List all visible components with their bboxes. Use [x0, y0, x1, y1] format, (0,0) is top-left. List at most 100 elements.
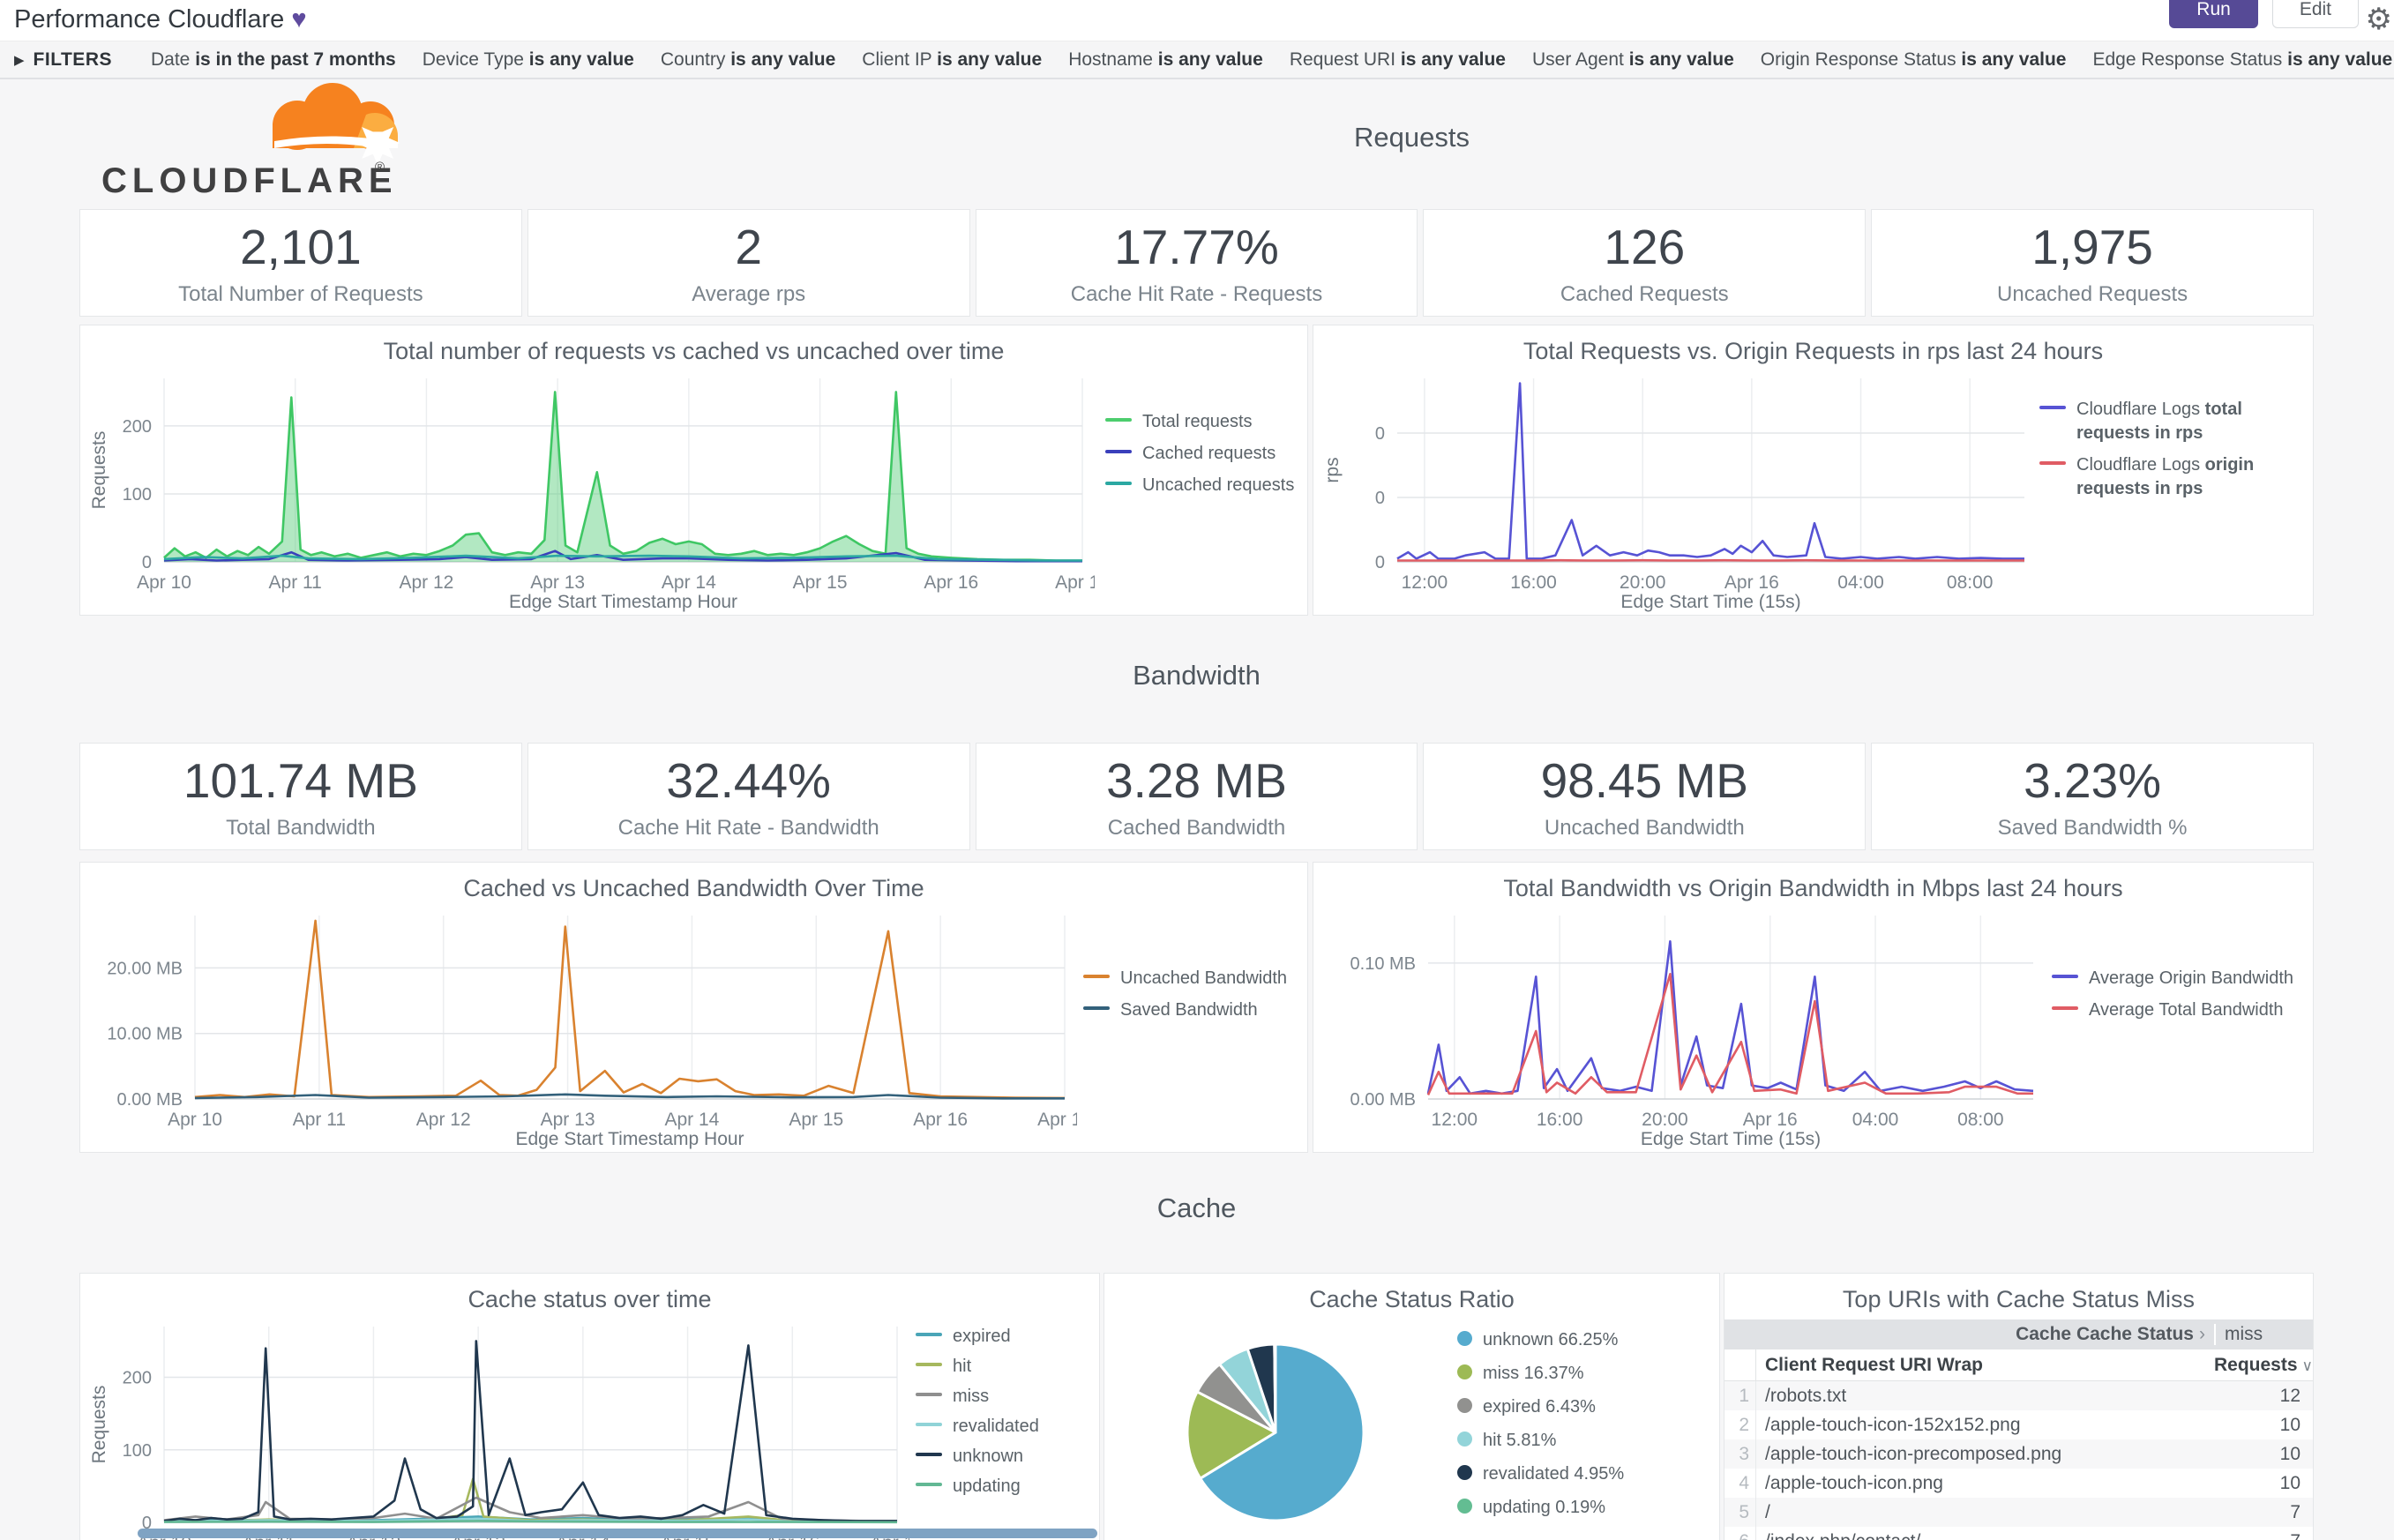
- filter-item-origin-response-status[interactable]: Origin Response Status is any value: [1760, 49, 2067, 70]
- edit-button[interactable]: Edit: [2271, 0, 2359, 28]
- filters-expand-icon[interactable]: ▶: [14, 52, 25, 68]
- uri-cell: /: [1765, 1501, 1770, 1522]
- legend-dot: [1457, 1364, 1472, 1379]
- kpi-tile-cache-hit-rate-requests: 17.77% Cache Hit Rate - Requests: [975, 209, 1418, 317]
- svg-text:Apr 16: Apr 16: [1743, 1110, 1798, 1130]
- filter-item-hostname[interactable]: Hostname is any value: [1068, 49, 1263, 70]
- legend-label: expired 6.43%: [1483, 1397, 1596, 1417]
- legend-item-revalidated[interactable]: revalidated: [916, 1415, 1092, 1439]
- pie-legend-item-revalidated[interactable]: revalidated 4.95%: [1457, 1462, 1713, 1486]
- table-row[interactable]: 4/apple-touch-icon.png 10: [1724, 1469, 2313, 1498]
- legend-label: Average Total Bandwidth: [2089, 1000, 2284, 1020]
- uri-cell: /apple-touch-icon.png: [1765, 1472, 1943, 1493]
- legend-item-total-requests[interactable]: Total requests: [1105, 410, 1295, 434]
- legend-swatch: [1083, 1006, 1110, 1010]
- legend-label: expired: [953, 1327, 1011, 1346]
- svg-text:200: 200: [123, 417, 152, 437]
- kpi-tile-cache-hit-rate-bandwidth: 32.44% Cache Hit Rate - Bandwidth: [527, 743, 970, 850]
- svg-text:Apr 16: Apr 16: [1724, 572, 1779, 593]
- pie-legend-item-hit[interactable]: hit 5.81%: [1457, 1429, 1713, 1453]
- table-row[interactable]: 2/apple-touch-icon-152x152.png 10: [1724, 1410, 2313, 1439]
- legend-label: Uncached requests: [1142, 475, 1295, 495]
- column-header-requests[interactable]: Requests ∨: [2214, 1354, 2313, 1375]
- requests-cell: 12: [2279, 1385, 2300, 1406]
- legend-item-average-total-bandwidth[interactable]: Average Total Bandwidth: [2052, 998, 2304, 1022]
- filter-item-date[interactable]: Date is in the past 7 months: [151, 49, 396, 70]
- legend-label: Saved Bandwidth: [1120, 1000, 1258, 1020]
- legend-item-expired[interactable]: expired: [916, 1325, 1092, 1349]
- legend-item-uncached-requests[interactable]: Uncached requests: [1105, 474, 1295, 497]
- top-uris-table: Cache Cache Status › miss Client Request …: [1724, 1319, 2313, 1540]
- column-header-uri[interactable]: Client Request URI Wrap: [1765, 1354, 1983, 1375]
- filter-item-device-type[interactable]: Device Type is any value: [422, 49, 634, 70]
- requests-rps-chart: 0 0 0 12:00 16:00 20:00 Apr 16 04:00 08:00 rps Edg…: [1322, 378, 2024, 612]
- heart-icon: ♥: [291, 5, 307, 34]
- pie-legend-item-miss[interactable]: miss 16.37%: [1457, 1362, 1713, 1386]
- legend-item-cloudflare-logs-origin-requests-in-rps[interactable]: Cloudflare Logs origin requests in rps: [2039, 453, 2304, 501]
- pie-slice-unknown[interactable]: [1199, 1342, 1365, 1522]
- legend-label: unknown 66.25%: [1483, 1330, 1619, 1349]
- legend-item-uncached-bandwidth[interactable]: Uncached Bandwidth: [1083, 967, 1295, 991]
- pie-slice-miss[interactable]: [1186, 1390, 1277, 1480]
- legend-label: revalidated: [953, 1417, 1039, 1436]
- filter-items: Date is in the past 7 months Device Type …: [151, 49, 2394, 71]
- legend-item-cached-requests[interactable]: Cached requests: [1105, 442, 1295, 466]
- filters-label[interactable]: FILTERS: [33, 49, 112, 70]
- svg-text:0: 0: [1375, 553, 1385, 572]
- run-button[interactable]: Run: [2169, 0, 2258, 28]
- svg-text:0: 0: [1375, 489, 1385, 508]
- legend-item-unknown[interactable]: unknown: [916, 1445, 1092, 1469]
- bandwidth-over-time-chart: 0.00 MB 10.00 MB 20.00 MB Apr 10 Apr 11 Apr 1…: [107, 916, 1077, 1149]
- legend-dot: [1457, 1331, 1472, 1346]
- svg-text:Apr 12: Apr 12: [399, 572, 453, 593]
- chart-legend: expired hit miss revalidated unknown updating: [916, 1325, 1092, 1499]
- pie-legend-item-expired[interactable]: expired 6.43%: [1457, 1395, 1713, 1419]
- pivot-field-header[interactable]: Cache Cache Status ›: [2016, 1324, 2205, 1344]
- panel-bandwidth-over-time: Cached vs Uncached Bandwidth Over Time 0…: [79, 862, 1308, 1153]
- table-row[interactable]: 1/robots.txt 12: [1724, 1381, 2313, 1410]
- row-number-header: [1724, 1349, 1756, 1380]
- svg-text:Apr 16: Apr 16: [924, 572, 978, 593]
- filter-item-edge-response-status[interactable]: Edge Response Status is any value: [2092, 49, 2393, 70]
- pie-slice-updating[interactable]: [1273, 1342, 1277, 1434]
- table-row[interactable]: 5 / 7: [1724, 1498, 2313, 1527]
- legend-item-average-origin-bandwidth[interactable]: Average Origin Bandwidth: [2052, 967, 2304, 991]
- table-row[interactable]: 6/index.php/contact/7: [1724, 1527, 2313, 1540]
- pivot-band: Cache Cache Status › miss: [1724, 1319, 2313, 1349]
- kpi-label: Uncached Bandwidth: [1544, 816, 1745, 840]
- horizontal-scrollbar-thumb[interactable]: [138, 1529, 1097, 1538]
- gear-icon[interactable]: ⚙: [2365, 3, 2392, 36]
- filter-item-client-ip[interactable]: Client IP is any value: [862, 49, 1043, 70]
- svg-text:16:00: 16:00: [1537, 1110, 1583, 1130]
- pie-legend-item-updating[interactable]: updating 0.19%: [1457, 1496, 1713, 1520]
- legend-item-hit[interactable]: hit: [916, 1355, 1092, 1379]
- chart-title: Cache Status Ratio: [1309, 1286, 1515, 1312]
- kpi-row-requests: 2,101 Total Number of Requests 2 Average rp…: [79, 209, 2314, 317]
- legend-item-cloudflare-logs-total-requests-in-rps[interactable]: Cloudflare Logs total requests in rps: [2039, 398, 2304, 445]
- legend-swatch: [916, 1333, 942, 1336]
- legend-swatch: [2052, 1006, 2078, 1010]
- legend-label: revalidated 4.95%: [1483, 1464, 1625, 1484]
- svg-text:08:00: 08:00: [1947, 572, 1994, 593]
- cloudflare-logo: CLOUDFLARE ®: [101, 79, 459, 207]
- legend-swatch: [916, 1393, 942, 1396]
- table-row[interactable]: 3/apple-touch-icon-precomposed.png 10: [1724, 1439, 2313, 1469]
- filter-item-country[interactable]: Country is any value: [660, 49, 836, 70]
- pie-legend-item-unknown[interactable]: unknown 66.25%: [1457, 1328, 1713, 1352]
- legend-item-updating[interactable]: updating: [916, 1475, 1092, 1499]
- legend-item-saved-bandwidth[interactable]: Saved Bandwidth: [1083, 998, 1295, 1022]
- kpi-row-bandwidth: 101.74 MB Total Bandwidth 32.44% Cache Hit …: [79, 743, 2314, 850]
- chart-title: Total Requests vs. Origin Requests in rp…: [1522, 338, 2104, 364]
- filter-item-request-uri[interactable]: Request URI is any value: [1289, 49, 1506, 70]
- filter-item-user-agent[interactable]: User Agent is any value: [1531, 49, 1734, 70]
- legend-item-miss[interactable]: miss: [916, 1385, 1092, 1409]
- chart-title: Top URIs with Cache Status Miss: [1842, 1286, 2196, 1312]
- legend-label: Total requests: [1142, 412, 1253, 431]
- kpi-label: Average rps: [692, 282, 806, 306]
- top-bar: Performance Cloudflare ♥ Run Edit ⚙: [0, 0, 2394, 41]
- chart-title: Total number of requests vs cached vs un…: [383, 338, 1005, 364]
- cache-status-pie-chart: [1186, 1342, 1365, 1522]
- legend-label: Average Origin Bandwidth: [2089, 968, 2293, 988]
